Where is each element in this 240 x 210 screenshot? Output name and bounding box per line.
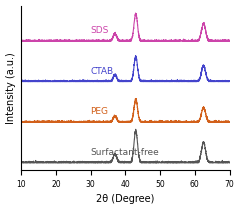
- Text: Surfactant-free: Surfactant-free: [90, 148, 159, 157]
- Y-axis label: Intensity (a.u.): Intensity (a.u.): [6, 52, 16, 124]
- Text: CTAB: CTAB: [90, 67, 114, 76]
- X-axis label: 2θ (Degree): 2θ (Degree): [96, 194, 155, 205]
- Text: PEG: PEG: [90, 107, 108, 116]
- Text: SDS: SDS: [90, 26, 109, 35]
